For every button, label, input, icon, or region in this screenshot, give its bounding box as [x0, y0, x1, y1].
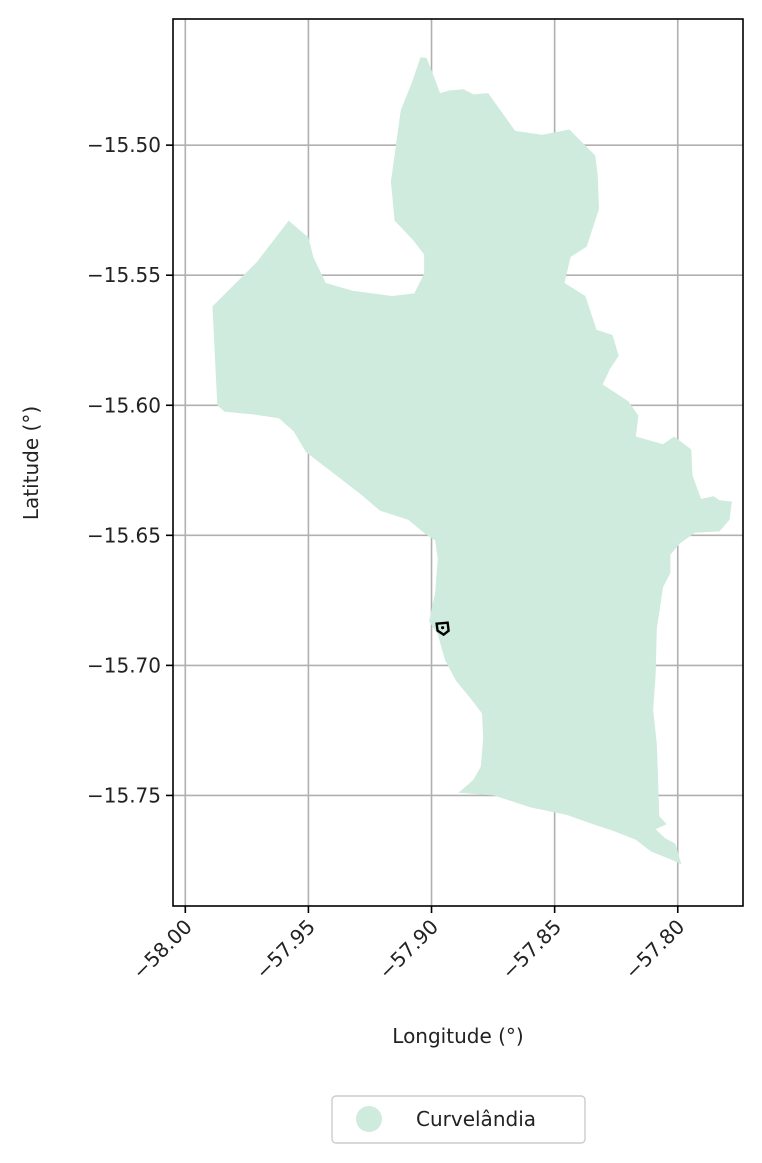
- y-axis-label: Latitude (°): [19, 406, 43, 520]
- plot-frame: [172, 18, 744, 907]
- x-axis-label: Longitude (°): [392, 1024, 523, 1048]
- legend-entry-curvelandia: Curvelândia: [416, 1107, 536, 1131]
- x-axis-ticks: −58.00 −57.95 −57.90 −57.85 −57.80: [128, 906, 689, 984]
- location-point-center: [441, 626, 445, 630]
- location-point-marker: [435, 621, 450, 637]
- region-curvelandia: [212, 57, 732, 865]
- legend: Curvelândia: [331, 1095, 586, 1144]
- x-tick-label: −57.95: [251, 915, 320, 984]
- x-tick-label: −57.85: [497, 915, 566, 984]
- x-tick-label: −57.80: [620, 915, 689, 984]
- y-tick-label: −15.70: [87, 653, 161, 677]
- y-tick-label: −15.50: [87, 133, 161, 157]
- legend-box: [331, 1095, 586, 1144]
- y-tick-label: −15.75: [87, 783, 161, 807]
- y-axis-ticks: −15.50 −15.55 −15.60 −15.65 −15.70 −15.75: [87, 133, 173, 807]
- x-tick-label: −58.00: [128, 915, 197, 984]
- y-tick-label: −15.60: [87, 393, 161, 417]
- x-tick-label: −57.90: [374, 915, 443, 984]
- y-tick-label: −15.55: [87, 263, 161, 287]
- y-tick-label: −15.65: [87, 523, 161, 547]
- legend-swatch-curvelandia: [356, 1106, 382, 1132]
- location-point-outline: [435, 621, 450, 637]
